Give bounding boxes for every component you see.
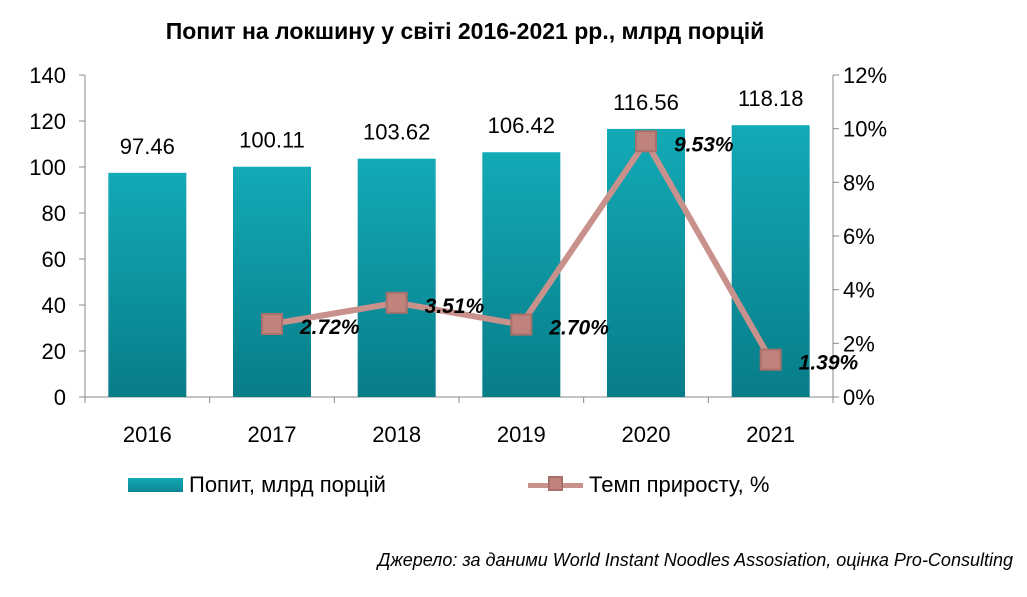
chart-title: Попит на локшину у світі 2016-2021 рр., …: [165, 18, 765, 44]
legend: Попит, млрд порцій Темп приросту, %: [128, 472, 828, 502]
y-left-tick-label: 80: [42, 201, 66, 226]
bar: [233, 166, 311, 397]
growth-marker: [510, 313, 533, 336]
bar: [357, 158, 436, 397]
bar-value-label: 100.11: [239, 128, 305, 153]
bar-value-label: 116.56: [613, 90, 679, 115]
legend-bar-swatch: [128, 478, 183, 492]
y-right-tick-label: 10%: [843, 117, 887, 142]
x-tick-label: 2021: [746, 422, 795, 447]
y-right-tick-label: 4%: [843, 278, 875, 303]
bar-value-label: 103.62: [363, 120, 430, 145]
y-left-tick-label: 0: [54, 385, 66, 410]
growth-marker: [261, 313, 283, 336]
y-right-tick-label: 6%: [843, 224, 875, 249]
x-tick-label: 2017: [248, 422, 297, 447]
legend-item-demand: Попит, млрд порцій: [128, 472, 386, 498]
y-right-tick-label: 12%: [843, 63, 887, 88]
x-tick-label: 2018: [372, 422, 421, 447]
x-tick-label: 2016: [123, 422, 172, 447]
growth-marker: [759, 348, 782, 371]
legend-line-swatch: [528, 476, 583, 492]
bar: [607, 128, 685, 398]
bar-value-label: 118.18: [738, 86, 804, 111]
y-right-tick-label: 8%: [843, 170, 875, 195]
legend-item-growth: Темп приросту, %: [528, 472, 769, 498]
bar-value-label: 97.46: [120, 134, 175, 159]
y-left-tick-label: 60: [42, 247, 66, 272]
bar-value-label: 106.42: [488, 113, 555, 138]
legend-label-growth: Темп приросту, %: [589, 472, 770, 497]
growth-marker: [385, 291, 408, 314]
y-left-tick-label: 20: [42, 339, 66, 364]
y-left-tick-label: 120: [29, 109, 66, 134]
bar: [482, 152, 561, 397]
y-left-tick-label: 40: [42, 293, 66, 318]
growth-value-label: 2.70%: [548, 317, 609, 340]
growth-value-label: 9.53%: [674, 133, 734, 156]
x-tick-label: 2020: [622, 422, 671, 447]
y-left-tick-label: 100: [29, 155, 66, 180]
legend-label-demand: Попит, млрд порцій: [189, 472, 386, 497]
x-tick-label: 2019: [497, 422, 546, 447]
y-right-tick-label: 2%: [843, 331, 875, 356]
growth-value-label: 1.39%: [799, 352, 859, 375]
y-right-tick-label: 0%: [843, 385, 875, 410]
growth-marker: [635, 130, 657, 153]
growth-value-label: 3.51%: [425, 295, 485, 318]
chart-plot: 0 20 40 60 80 100 120 140 0% 2% 4% 6% 8% 10% 12% 2016 20…: [29, 63, 887, 447]
source-note: Джерело: за даними World Instant Noodles…: [377, 550, 1013, 570]
growth-value-label: 2.72%: [299, 316, 360, 339]
bar: [108, 172, 187, 397]
y-left-tick-label: 140: [29, 63, 66, 88]
